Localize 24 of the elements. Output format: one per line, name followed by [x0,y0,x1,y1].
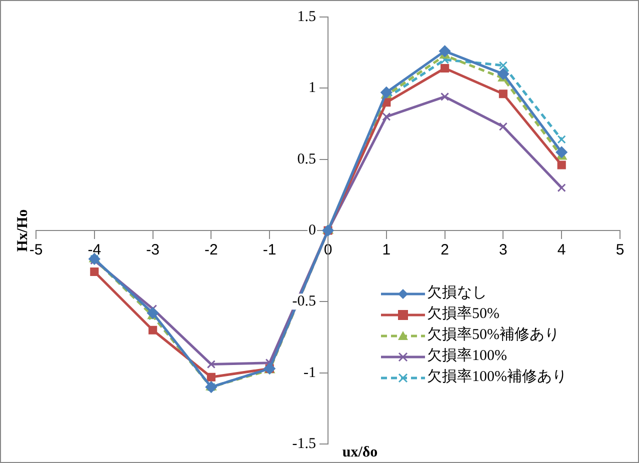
legend-label: 欠損率50%補修あり [427,325,560,345]
x-tick-label: -5 [29,242,43,259]
x-tick-label: -4 [88,242,102,259]
y-tick-label: -1.5 [292,436,316,452]
y-tick-label: 1 [308,80,316,96]
legend-label: 欠損なし [427,284,487,303]
legend-label: 欠損率50% [427,304,500,324]
x-axis-title: ux/δo [342,444,378,460]
y-tick-label: -0.5 [292,294,316,310]
y-tick-label: 0 [308,222,316,238]
x-tick-label: -1 [262,242,276,259]
legend-label: 欠損率100% [427,346,507,366]
x-tick-label: 1 [382,242,391,259]
y-tick-label: 1.5 [297,8,316,25]
x-tick-label: -2 [204,242,218,259]
y-tick-label: -1 [304,364,316,381]
y-axis-title: Hx/Ho [14,209,31,252]
legend-label: 欠損率100%補修あり [427,367,567,387]
x-tick-label: 3 [499,242,508,259]
x-tick-label: 2 [440,242,449,259]
x-tick-label: 5 [616,242,624,259]
x-tick-label: 4 [557,242,566,259]
x-tick-label: -3 [146,242,160,259]
y-tick-label: 0.5 [297,151,316,168]
